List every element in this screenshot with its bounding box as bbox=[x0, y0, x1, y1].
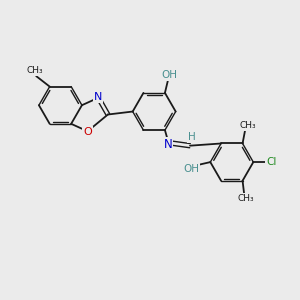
Text: CH₃: CH₃ bbox=[239, 121, 256, 130]
Text: N: N bbox=[94, 92, 103, 102]
Text: CH₃: CH₃ bbox=[26, 66, 43, 75]
Text: OH: OH bbox=[161, 70, 177, 80]
Text: CH₃: CH₃ bbox=[237, 194, 254, 203]
Text: Cl: Cl bbox=[266, 157, 276, 167]
Text: H: H bbox=[188, 132, 195, 142]
Text: OH: OH bbox=[184, 164, 200, 174]
Text: O: O bbox=[83, 127, 92, 137]
Text: N: N bbox=[164, 138, 172, 151]
